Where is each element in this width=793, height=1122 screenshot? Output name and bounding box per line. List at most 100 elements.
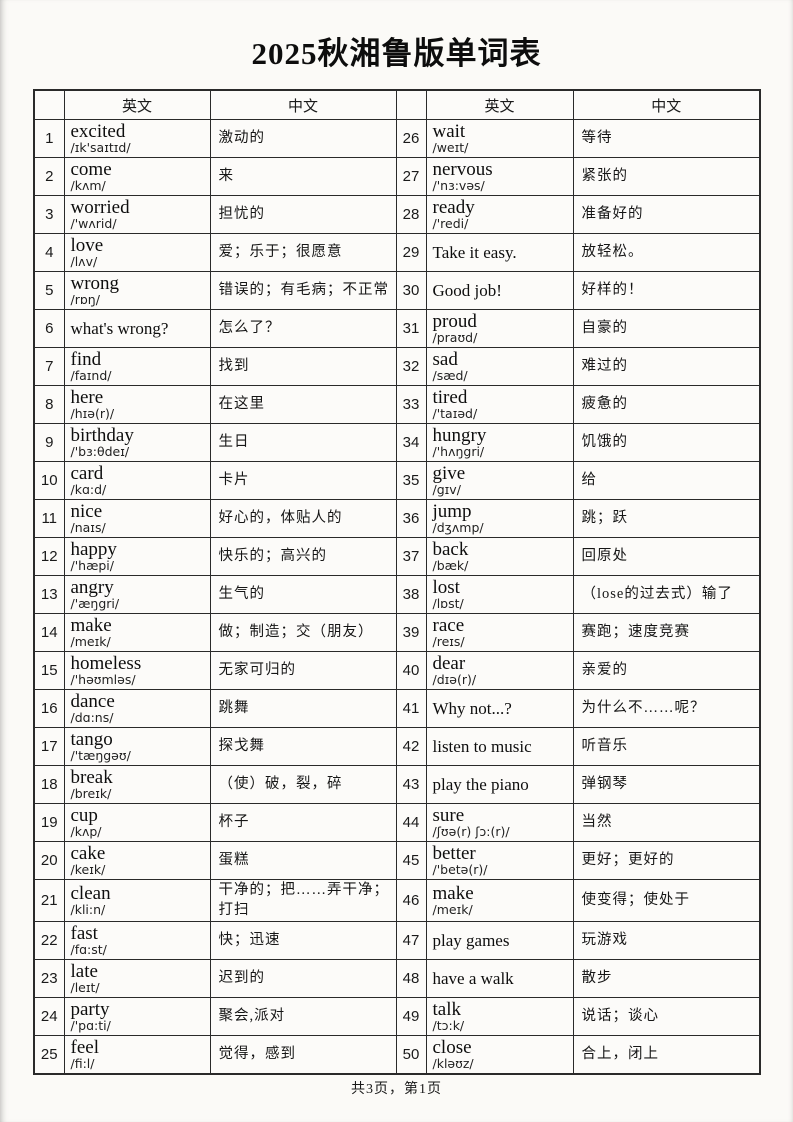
english-word: hungry [432,424,487,446]
phonetic-transcription: /lʌv/ [70,254,98,270]
english-cell: Take it easy. [425,233,574,272]
row-number: 21 [33,878,65,923]
table-row: 15 homeless/'həʊmləs/无家可归的 40 dear/dɪə(r)/亲… [33,651,761,690]
english-cell: birthday/'bɜ:θdeɪ/ [63,423,211,462]
english-cell: fast/fɑ:st/ [63,921,211,961]
phonetic-transcription: /'tæŋgəʊ/ [70,748,131,764]
english-cell: make/meɪk/ [425,878,574,923]
row-number: 28 [395,195,427,234]
english-word: talk [432,999,462,1021]
english-word: proud [432,310,477,332]
chinese-meaning: 生气的 [209,575,397,614]
english-phrase: play the piano [432,774,529,794]
chinese-meaning: 放轻松。 [572,233,761,272]
row-number: 33 [395,385,427,424]
phonetic-transcription: /weɪt/ [432,140,469,156]
english-cell: party/'pɑ:ti/ [63,997,211,1037]
english-word: ready [432,196,475,218]
english-cell: cake/keɪk/ [63,841,211,880]
chinese-meaning: 找到 [209,347,397,386]
english-word: love [70,234,104,256]
english-word: homeless [70,652,142,674]
english-cell: lost/lɒst/ [425,575,574,614]
chinese-meaning: 聚会,派对 [209,997,397,1037]
english-cell: nervous/'nɜ:vəs/ [425,157,574,196]
english-word: clean [70,883,111,904]
column-header-blank-left [33,89,65,120]
english-cell: make/meɪk/ [63,613,211,652]
english-cell: play the piano [425,765,574,804]
row-number: 37 [395,537,427,576]
english-cell: talk/tɔ:k/ [425,997,574,1037]
english-cell: better/'betə(r)/ [425,841,574,880]
row-number: 7 [33,347,65,386]
row-number: 9 [33,423,65,462]
english-cell: come/kʌm/ [63,157,211,196]
chinese-meaning: 回原处 [572,537,761,576]
english-word: jump [432,500,472,522]
english-word: lost [432,576,460,598]
english-cell: card/kɑ:d/ [63,461,211,500]
phonetic-transcription: /gɪv/ [432,482,461,498]
english-cell: wait/weɪt/ [425,119,574,158]
phonetic-transcription: /leɪt/ [70,980,100,996]
english-cell: give/gɪv/ [425,461,574,500]
chinese-meaning: 好样的！ [572,271,761,310]
english-cell: jump/dʒʌmp/ [425,499,574,538]
row-number: 20 [33,841,65,880]
table-row: 8 here/hɪə(r)/在这里 33 tired/'taɪəd/疲惫的 [33,385,761,424]
english-cell: Good job! [425,271,574,310]
chinese-meaning: 准备好的 [572,195,761,234]
column-header-chinese-left: 中文 [209,89,397,120]
english-word: birthday [70,424,134,446]
column-header-chinese-right: 中文 [572,89,761,120]
phonetic-transcription: /meɪk/ [432,902,473,918]
phonetic-transcription: /kʌp/ [70,824,102,840]
phonetic-transcription: /hɪə(r)/ [70,406,115,422]
english-word: better [432,842,476,864]
page-title: 2025秋湘鲁版单词表 [251,36,542,71]
phonetic-transcription: /praʊd/ [432,330,478,346]
english-word: party [70,999,110,1021]
row-number: 27 [395,157,427,196]
chinese-meaning: 干净的；把……弄干净；打扫 [209,878,397,923]
phonetic-transcription: /'nɜ:vəs/ [432,178,485,194]
row-number: 2 [33,157,65,196]
english-cell: race/reɪs/ [425,613,574,652]
english-word: dear [432,652,466,674]
chinese-meaning: 生日 [209,423,397,462]
phonetic-transcription: /tɔ:k/ [432,1018,465,1034]
english-phrase: Why not...? [432,698,512,718]
row-number: 47 [395,921,427,961]
chinese-meaning: 说话；谈心 [572,997,761,1037]
english-word: card [70,462,104,484]
column-header-blank-right [395,89,427,120]
english-word: sure [432,804,465,826]
row-number: 14 [33,613,65,652]
row-number: 26 [395,119,427,158]
english-word: close [432,1037,472,1059]
table-row: 14 make/meɪk/做；制造；交（朋友） 39 race/reɪs/赛跑；速度竞… [33,613,761,652]
row-number: 29 [395,233,427,272]
english-word: happy [70,538,117,560]
phonetic-transcription: /breɪk/ [70,786,112,802]
english-word: break [70,766,113,788]
english-word: excited [70,120,126,142]
english-cell: excited/ɪk'saɪtɪd/ [63,119,211,158]
row-number: 50 [395,1035,427,1075]
english-word: wait [432,120,466,142]
english-phrase: Take it easy. [432,242,517,262]
english-word: dance [70,690,115,712]
chinese-meaning: 无家可归的 [209,651,397,690]
table-header-row: 英文 中文 英文 中文 [33,89,761,120]
english-word: tango [70,728,113,750]
english-word: find [70,348,102,370]
chinese-meaning: 做；制造；交（朋友） [209,613,397,652]
table-row: 9 birthday/'bɜ:θdeɪ/生日 34 hungry/'hʌŋgri/饥饿… [33,423,761,462]
row-number: 30 [395,271,427,310]
table-row: 5 wrong/rɒŋ/错误的；有毛病；不正常 30 Good job! 好样的！ [33,271,761,310]
english-cell: homeless/'həʊmləs/ [63,651,211,690]
row-number: 19 [33,803,65,842]
chinese-meaning: 合上，闭上 [572,1035,761,1075]
english-cell: what's wrong? [63,309,211,348]
